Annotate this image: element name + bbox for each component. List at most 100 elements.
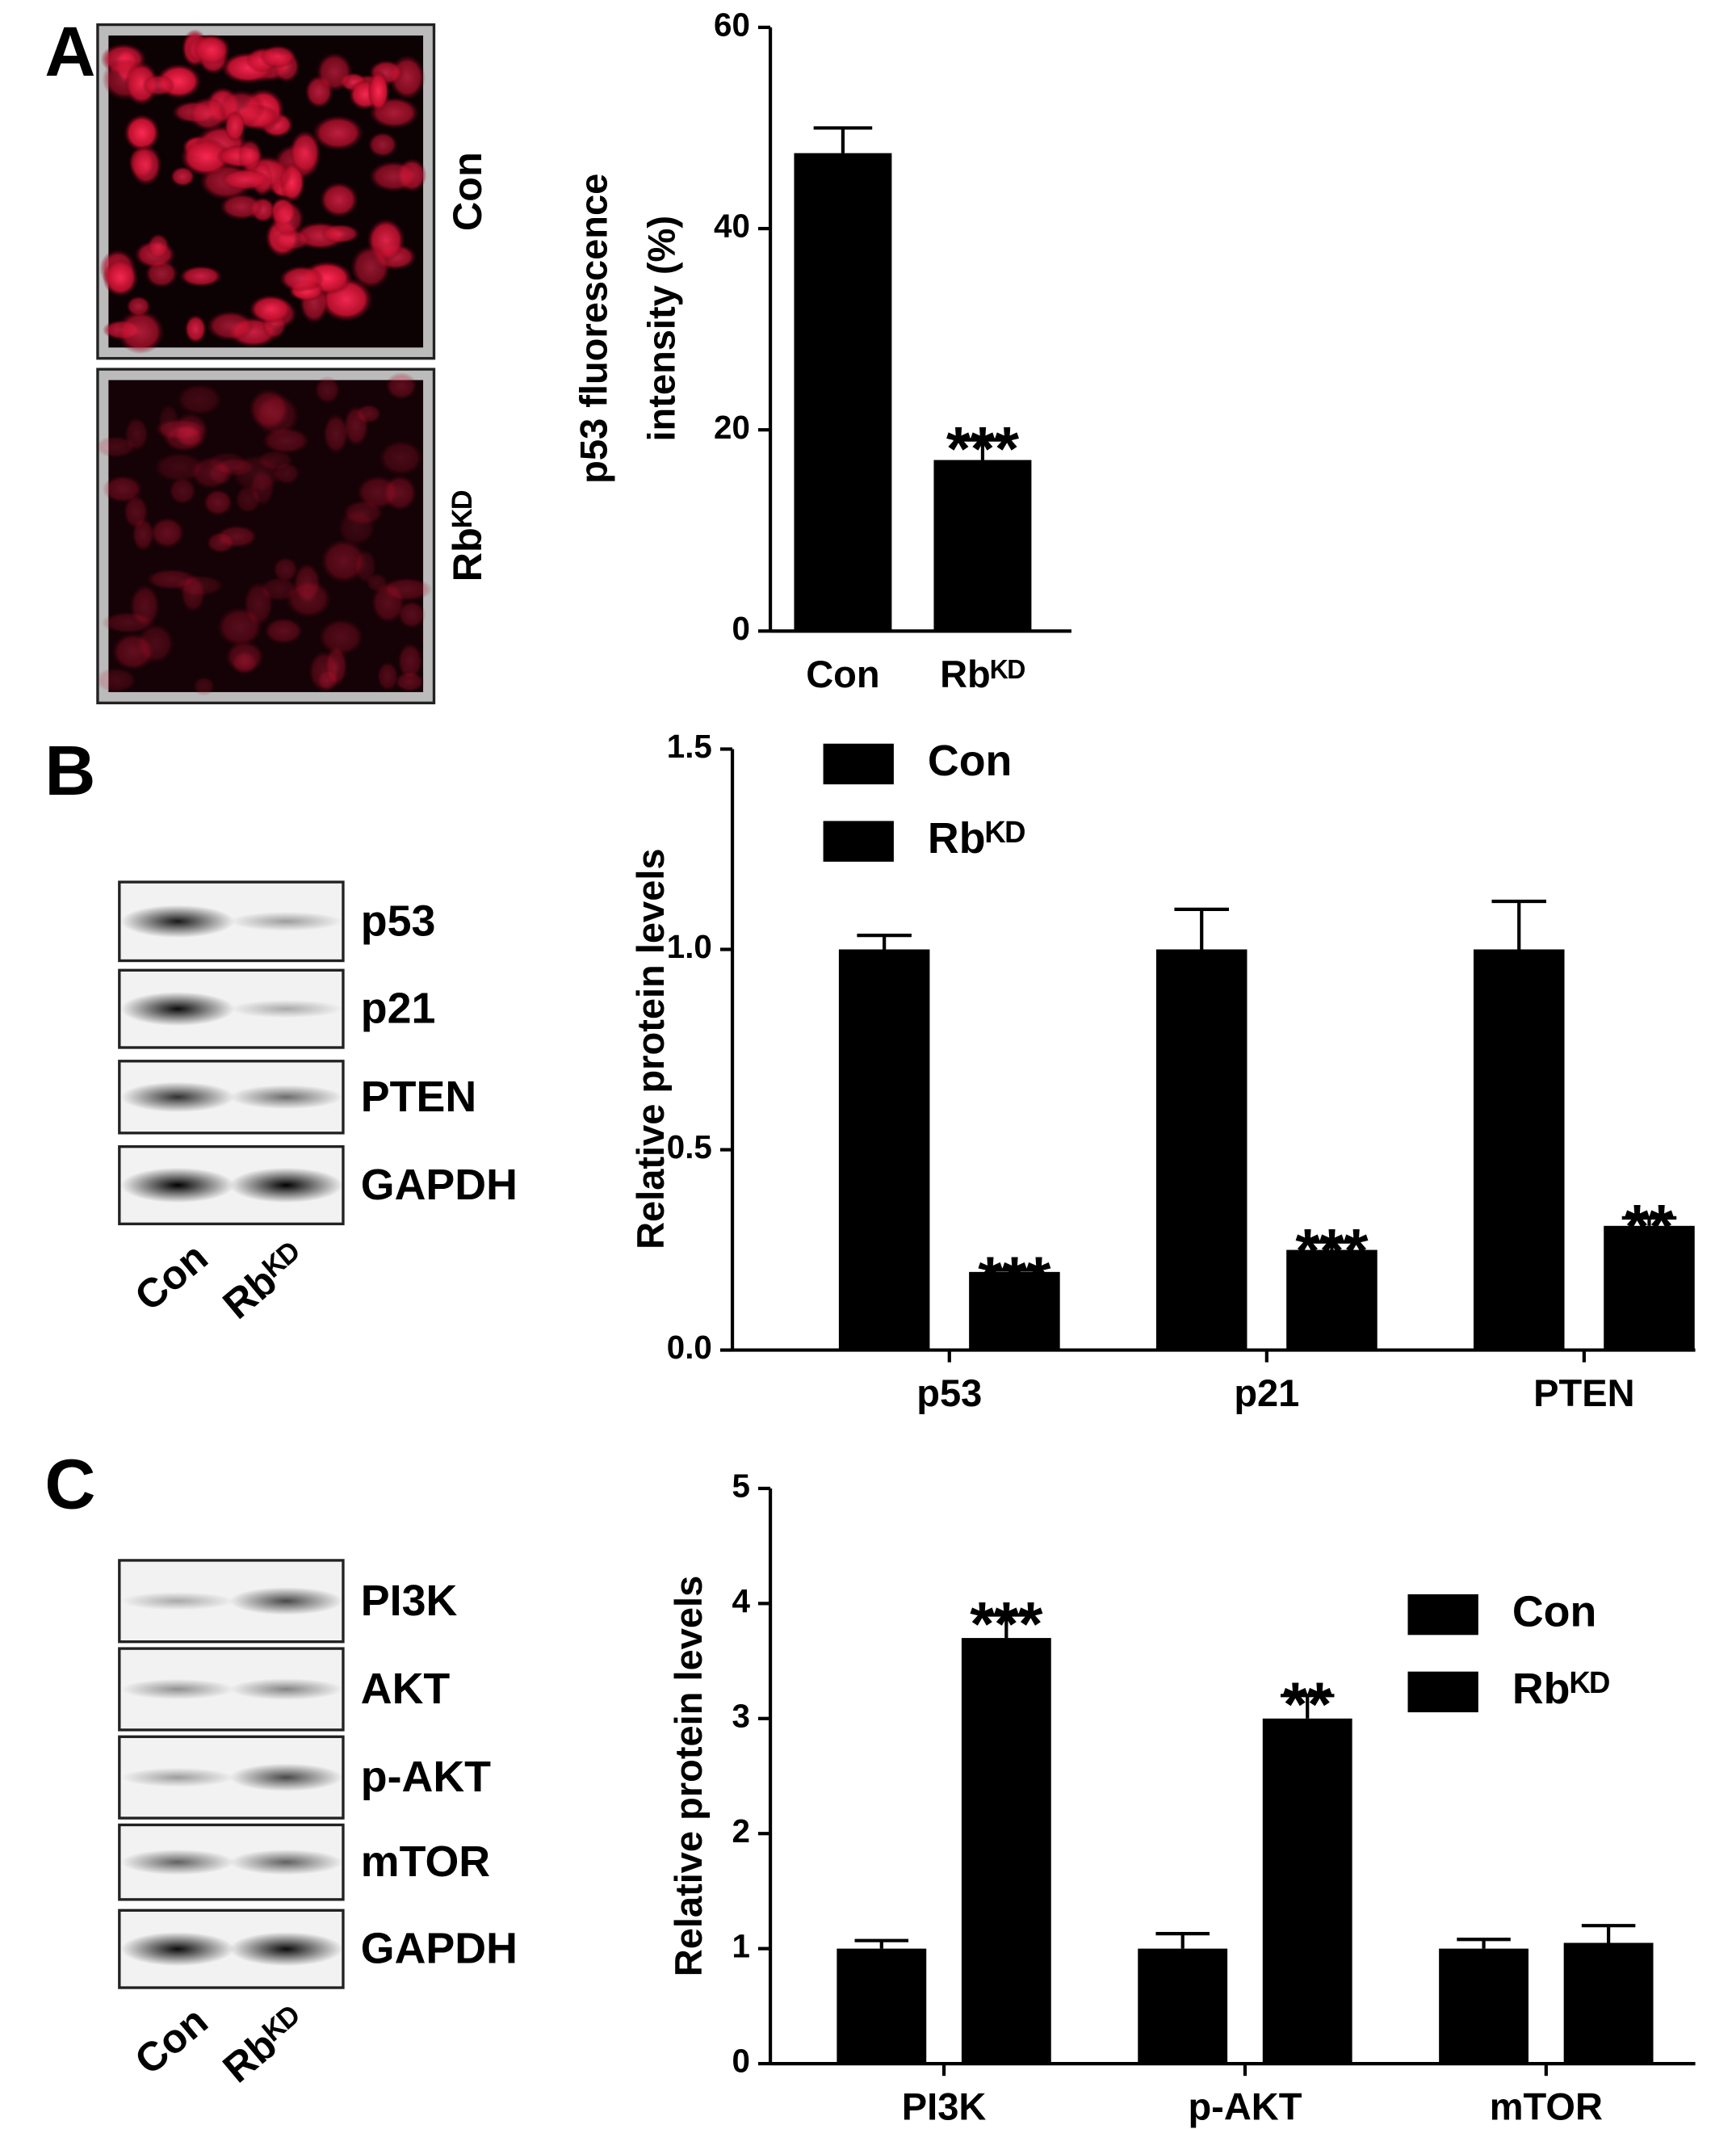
y-tick-label: 1.0 <box>667 929 712 965</box>
cell <box>180 138 232 177</box>
cell <box>102 258 139 297</box>
cell <box>279 265 325 292</box>
cell <box>224 111 246 142</box>
cell <box>378 439 424 477</box>
bar <box>969 1271 1060 1350</box>
cell <box>231 650 258 675</box>
y-axis-label: Relative protein levels <box>629 848 672 1249</box>
y-tick-label: 40 <box>714 208 750 245</box>
micrograph <box>94 367 436 705</box>
cell <box>316 52 353 92</box>
blot-row-label: p53 <box>361 897 436 945</box>
cell <box>189 96 228 132</box>
micrograph-label: Con <box>444 152 490 231</box>
blot-row-label: p21 <box>361 985 436 1033</box>
cell <box>94 435 137 459</box>
bar <box>794 153 892 632</box>
cell <box>376 661 399 692</box>
y-axis-label: Relative protein levels <box>667 1576 710 1977</box>
cell <box>319 182 359 218</box>
cell <box>171 412 209 449</box>
y-axis-label: p53 fluorescence <box>572 174 614 484</box>
cell <box>220 168 270 191</box>
blot-row-label: GAPDH <box>361 1925 518 1973</box>
blot-band <box>120 905 235 939</box>
blot-band <box>229 1085 343 1110</box>
panel-label: B <box>44 731 95 810</box>
y-tick-label: 60 <box>714 7 750 44</box>
legend-label: Rbᴷᴰ <box>928 814 1025 863</box>
significance-label: *** <box>946 414 1019 484</box>
blot-band <box>229 999 343 1018</box>
cell <box>184 314 207 344</box>
cell <box>253 393 300 438</box>
legend-swatch <box>823 743 894 785</box>
y-tick-label: 3 <box>732 1698 749 1734</box>
error-bar <box>1174 907 1229 950</box>
y-tick-label: 0.0 <box>667 1329 712 1366</box>
cell <box>206 451 249 475</box>
blot-row-label: p-AKT <box>361 1753 491 1801</box>
error-bar <box>1457 1938 1511 1949</box>
blot-band <box>120 1932 235 1967</box>
y-tick-label: 0 <box>732 611 749 647</box>
cell <box>192 34 231 65</box>
x-tick-label: PI3K <box>902 2085 987 2128</box>
cell <box>179 265 223 288</box>
blot-band <box>120 1678 235 1700</box>
error-bar <box>1491 899 1547 950</box>
legend-label: Con <box>928 737 1012 785</box>
cell <box>343 405 369 447</box>
cell <box>272 556 299 583</box>
legend-swatch <box>1407 1671 1478 1713</box>
cell <box>385 372 417 401</box>
bar <box>1262 1718 1352 2064</box>
blot-band <box>120 1081 235 1113</box>
cell <box>206 531 236 554</box>
y-tick-label: 0 <box>732 2043 749 2080</box>
x-tick-label: PTEN <box>1533 1371 1634 1414</box>
x-tick-label: Con <box>806 653 879 695</box>
blot-band <box>229 1167 343 1203</box>
cell <box>382 474 417 512</box>
cell <box>342 499 384 526</box>
x-tick-label: mTOR <box>1490 2085 1603 2128</box>
bar <box>1473 949 1565 1350</box>
cell <box>350 245 392 289</box>
y-tick-label: 0.5 <box>667 1129 712 1165</box>
bar <box>933 460 1032 632</box>
error-bar <box>979 1613 1034 1639</box>
x-tick-label: Rbᴷᴰ <box>940 653 1025 695</box>
error-bar <box>854 1938 909 1949</box>
blot-row-label: PI3K <box>361 1577 458 1625</box>
y-tick-label: 5 <box>732 1468 749 1505</box>
error-bar <box>813 126 873 153</box>
cell <box>318 618 365 657</box>
cell <box>206 310 254 342</box>
cell <box>129 583 161 628</box>
cell <box>243 581 275 628</box>
cell <box>397 642 423 681</box>
legend-swatch <box>1407 1594 1478 1636</box>
cell <box>142 73 175 97</box>
blot-band <box>229 1932 343 1967</box>
bar <box>1604 1225 1695 1350</box>
error-bar <box>1304 1240 1360 1250</box>
cell <box>102 475 144 504</box>
cell <box>176 383 223 416</box>
cell <box>123 494 149 530</box>
significance-label: *** <box>1295 1216 1368 1286</box>
cell <box>168 477 197 506</box>
y-tick-label: 2 <box>732 1813 749 1850</box>
bar <box>1138 1948 1228 2064</box>
y-tick-label: 1 <box>732 1928 749 1964</box>
bar <box>1439 1948 1529 2064</box>
error-bar <box>1621 1216 1677 1226</box>
cell <box>170 166 195 187</box>
cell <box>367 132 398 157</box>
cell <box>263 617 304 645</box>
x-tick-label: p53 <box>916 1371 982 1414</box>
x-tick-label: p21 <box>1234 1371 1299 1414</box>
cell <box>149 516 185 549</box>
